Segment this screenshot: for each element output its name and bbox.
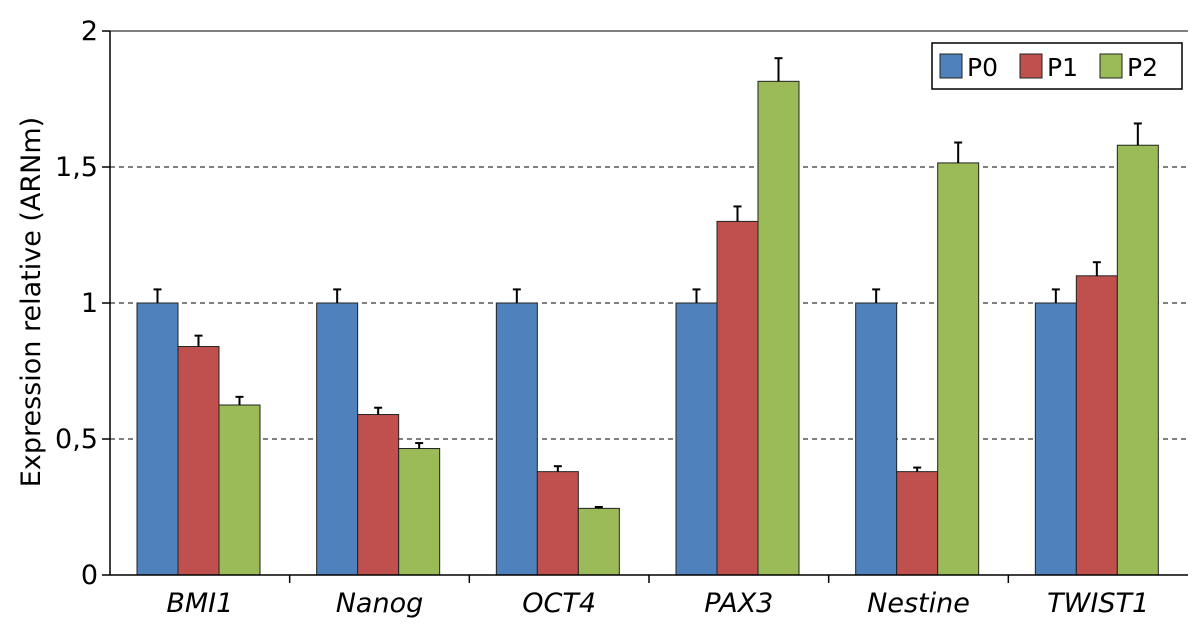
bar-p2-oct4 bbox=[577, 507, 620, 576]
bar-p1-bmi1 bbox=[177, 346, 220, 576]
x-tick-label: TWIST1 bbox=[1047, 588, 1149, 619]
legend: P0 P1 P2 bbox=[931, 42, 1183, 90]
x-tick-label: Nestine bbox=[867, 588, 970, 619]
bar-p1-pax3 bbox=[716, 220, 759, 576]
y-tick-label: 0,5 bbox=[55, 424, 98, 455]
bar-p2-pax3 bbox=[757, 80, 800, 576]
y-tick-label: 2 bbox=[81, 16, 98, 47]
bar-p1-twist1 bbox=[1075, 275, 1118, 576]
x-tick-label: OCT4 bbox=[522, 588, 596, 619]
bar-p0-oct4 bbox=[495, 302, 538, 576]
y-tick-label: 1,5 bbox=[55, 152, 98, 183]
bar-p0-nanog bbox=[316, 302, 359, 576]
legend-swatch-p1 bbox=[1019, 53, 1043, 79]
bar-p0-bmi1 bbox=[136, 302, 179, 576]
bar-p2-twist1 bbox=[1116, 144, 1159, 576]
y-tick-label: 0 bbox=[81, 560, 98, 591]
bar-p2-nanog bbox=[398, 448, 441, 576]
x-tick-label: Nanog bbox=[336, 588, 424, 619]
bar-p2-bmi1 bbox=[218, 404, 261, 576]
bar-p0-nestine bbox=[855, 302, 898, 576]
legend-box bbox=[931, 42, 1183, 90]
bar-p1-nanog bbox=[357, 414, 400, 576]
legend-label-p1: P1 bbox=[1047, 53, 1078, 82]
y-tick-label: 1 bbox=[81, 288, 98, 319]
bar-p1-nestine bbox=[896, 471, 939, 576]
bars bbox=[136, 57, 1159, 576]
legend-swatch-p0 bbox=[939, 53, 963, 79]
labels: BMI1 Nanog OCT4 PAX3 Nestine TWIST1 0 0,5 1 1,5 2 bbox=[55, 16, 1149, 619]
legend-swatch-p2 bbox=[1099, 53, 1123, 79]
legend-label-p2: P2 bbox=[1127, 53, 1158, 82]
bar-p0-twist1 bbox=[1034, 302, 1077, 576]
x-tick-label: PAX3 bbox=[704, 588, 773, 619]
axes bbox=[102, 30, 1188, 583]
bar-p1-oct4 bbox=[536, 471, 579, 576]
gridlines bbox=[110, 166, 1188, 440]
x-tick-label: BMI1 bbox=[166, 588, 233, 619]
legend-label-p0: P0 bbox=[967, 53, 998, 82]
bar-p2-nestine bbox=[937, 162, 980, 576]
y-axis-title: Expression relative (ARNm) bbox=[16, 117, 47, 487]
bar-p0-pax3 bbox=[675, 302, 718, 576]
